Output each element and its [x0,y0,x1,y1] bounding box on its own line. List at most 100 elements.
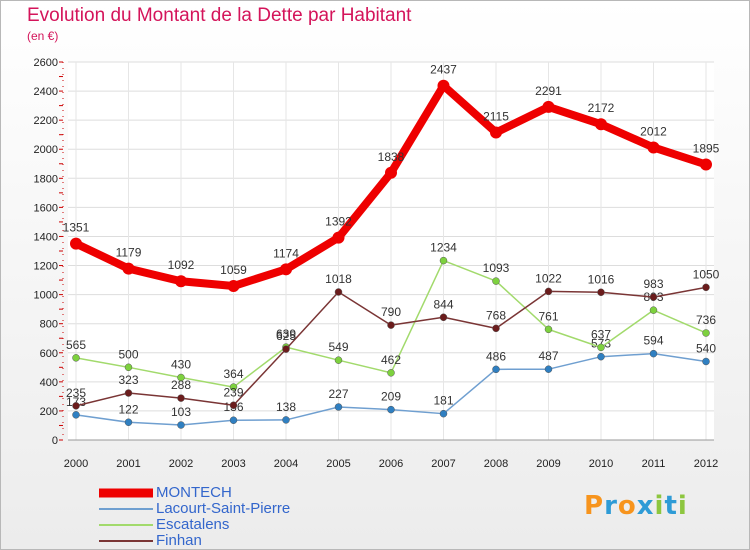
data-point-escatalens [544,325,553,334]
y-tick-label: 1400 [34,231,58,243]
x-tick-label: 2008 [484,458,508,470]
data-point-lacourt-saint-pierre [177,421,185,429]
data-label-escatalens: 462 [381,353,401,367]
logo-letter: o [617,491,637,521]
data-label-escatalens: 500 [118,347,138,361]
chart-title: Evolution du Montant de la Dette par Hab… [27,5,412,26]
data-point-finhan [492,324,500,333]
logo-letter: i [654,491,665,521]
data-point-lacourt-saint-pierre [439,409,448,418]
data-point-escatalens [597,343,605,352]
data-point-escatalens [702,329,710,337]
x-tick-label: 2001 [116,458,140,470]
data-point-montech [227,280,240,293]
data-label-escatalens: 364 [223,367,243,381]
data-point-escatalens [492,277,500,285]
data-point-finhan [544,287,553,296]
data-point-escatalens [72,354,80,362]
data-label-finhan: 235 [66,386,86,400]
data-point-lacourt-saint-pierre [649,349,658,358]
data-label-escatalens: 637 [591,327,611,341]
data-label-finhan: 844 [433,297,453,311]
data-point-lacourt-saint-pierre [124,418,133,427]
data-label-montech: 1838 [378,150,405,164]
logo-letter: P [584,491,605,521]
data-label-finhan: 1022 [535,271,562,285]
x-tick-label: 2005 [326,458,350,470]
data-label-finhan: 983 [643,277,663,291]
y-tick-label: 200 [40,406,58,418]
data-label-escatalens: 639 [276,327,296,341]
data-label-montech: 1351 [63,221,90,235]
data-point-finhan [597,288,605,297]
data-point-montech [70,237,82,250]
data-label-lacourt-saint-pierre: 173 [66,395,86,409]
data-point-lacourt-saint-pierre [492,365,500,374]
data-point-lacourt-saint-pierre [702,357,710,366]
data-label-montech: 1895 [693,141,720,155]
legend-swatch-montech [99,488,153,498]
x-tick-label: 2004 [274,458,298,470]
data-point-escatalens [439,256,448,265]
data-label-lacourt-saint-pierre: 209 [381,390,401,404]
proxiti-logo: Proxiti [584,491,688,521]
y-tick-label: 2000 [34,144,58,156]
y-tick-label: 2400 [34,86,58,98]
data-label-montech: 1174 [273,246,299,260]
data-point-montech [332,231,345,244]
data-label-montech: 2437 [430,63,457,77]
legend-label-finhan: Finhan [156,532,202,549]
data-label-montech: 2291 [535,84,562,98]
data-point-finhan [702,283,710,292]
data-point-finhan [177,394,185,402]
logo-letter: x [636,491,655,521]
y-tick-label: 1000 [34,290,58,302]
data-label-escatalens: 430 [171,357,191,371]
data-label-lacourt-saint-pierre: 138 [276,400,296,414]
data-label-finhan: 790 [381,305,401,319]
data-point-montech [175,275,187,288]
data-point-montech [542,100,555,113]
data-point-finhan [72,402,80,410]
data-label-lacourt-saint-pierre: 486 [486,349,506,363]
data-point-escatalens [124,363,133,372]
data-point-escatalens [387,369,395,377]
unit-label: (en €) [27,29,59,43]
legend-label-montech: MONTECH [156,484,232,501]
data-label-finhan: 1016 [588,272,615,286]
data-point-lacourt-saint-pierre [387,405,395,414]
data-label-finhan: 323 [118,373,138,387]
legend-swatch-escatalens [99,524,153,526]
logo-letter: t [664,491,678,521]
data-label-finhan: 288 [171,378,191,392]
x-tick-label: 2000 [64,458,88,470]
data-point-finhan [282,345,290,353]
data-point-finhan [124,389,133,397]
data-label-finhan: 768 [486,308,506,322]
data-label-escatalens: 565 [66,338,86,352]
data-point-montech [595,118,607,131]
data-point-finhan [649,293,658,301]
y-tick-label: 1800 [34,173,58,185]
x-tick-label: 2002 [169,458,193,470]
x-tick-label: 2010 [589,458,613,470]
data-point-finhan [229,401,238,410]
data-point-lacourt-saint-pierre [544,365,553,373]
y-tick-label: 2600 [34,57,58,69]
y-tick-label: 400 [40,377,58,389]
x-tick-label: 2003 [221,458,245,470]
data-label-finhan: 625 [276,329,296,343]
y-tick-label: 600 [40,348,58,360]
legend-swatch-lacourt-saint-pierre [99,508,153,510]
data-label-escatalens: 549 [328,340,348,354]
x-tick-label: 2009 [536,458,560,470]
logo-letter: r [604,491,618,521]
data-point-escatalens [334,356,343,364]
data-label-montech: 1179 [116,246,142,260]
data-label-lacourt-saint-pierre: 122 [118,402,138,416]
legend-label-escatalens: Escatalens [156,516,230,533]
data-point-montech [490,126,502,139]
data-point-montech [647,141,660,154]
